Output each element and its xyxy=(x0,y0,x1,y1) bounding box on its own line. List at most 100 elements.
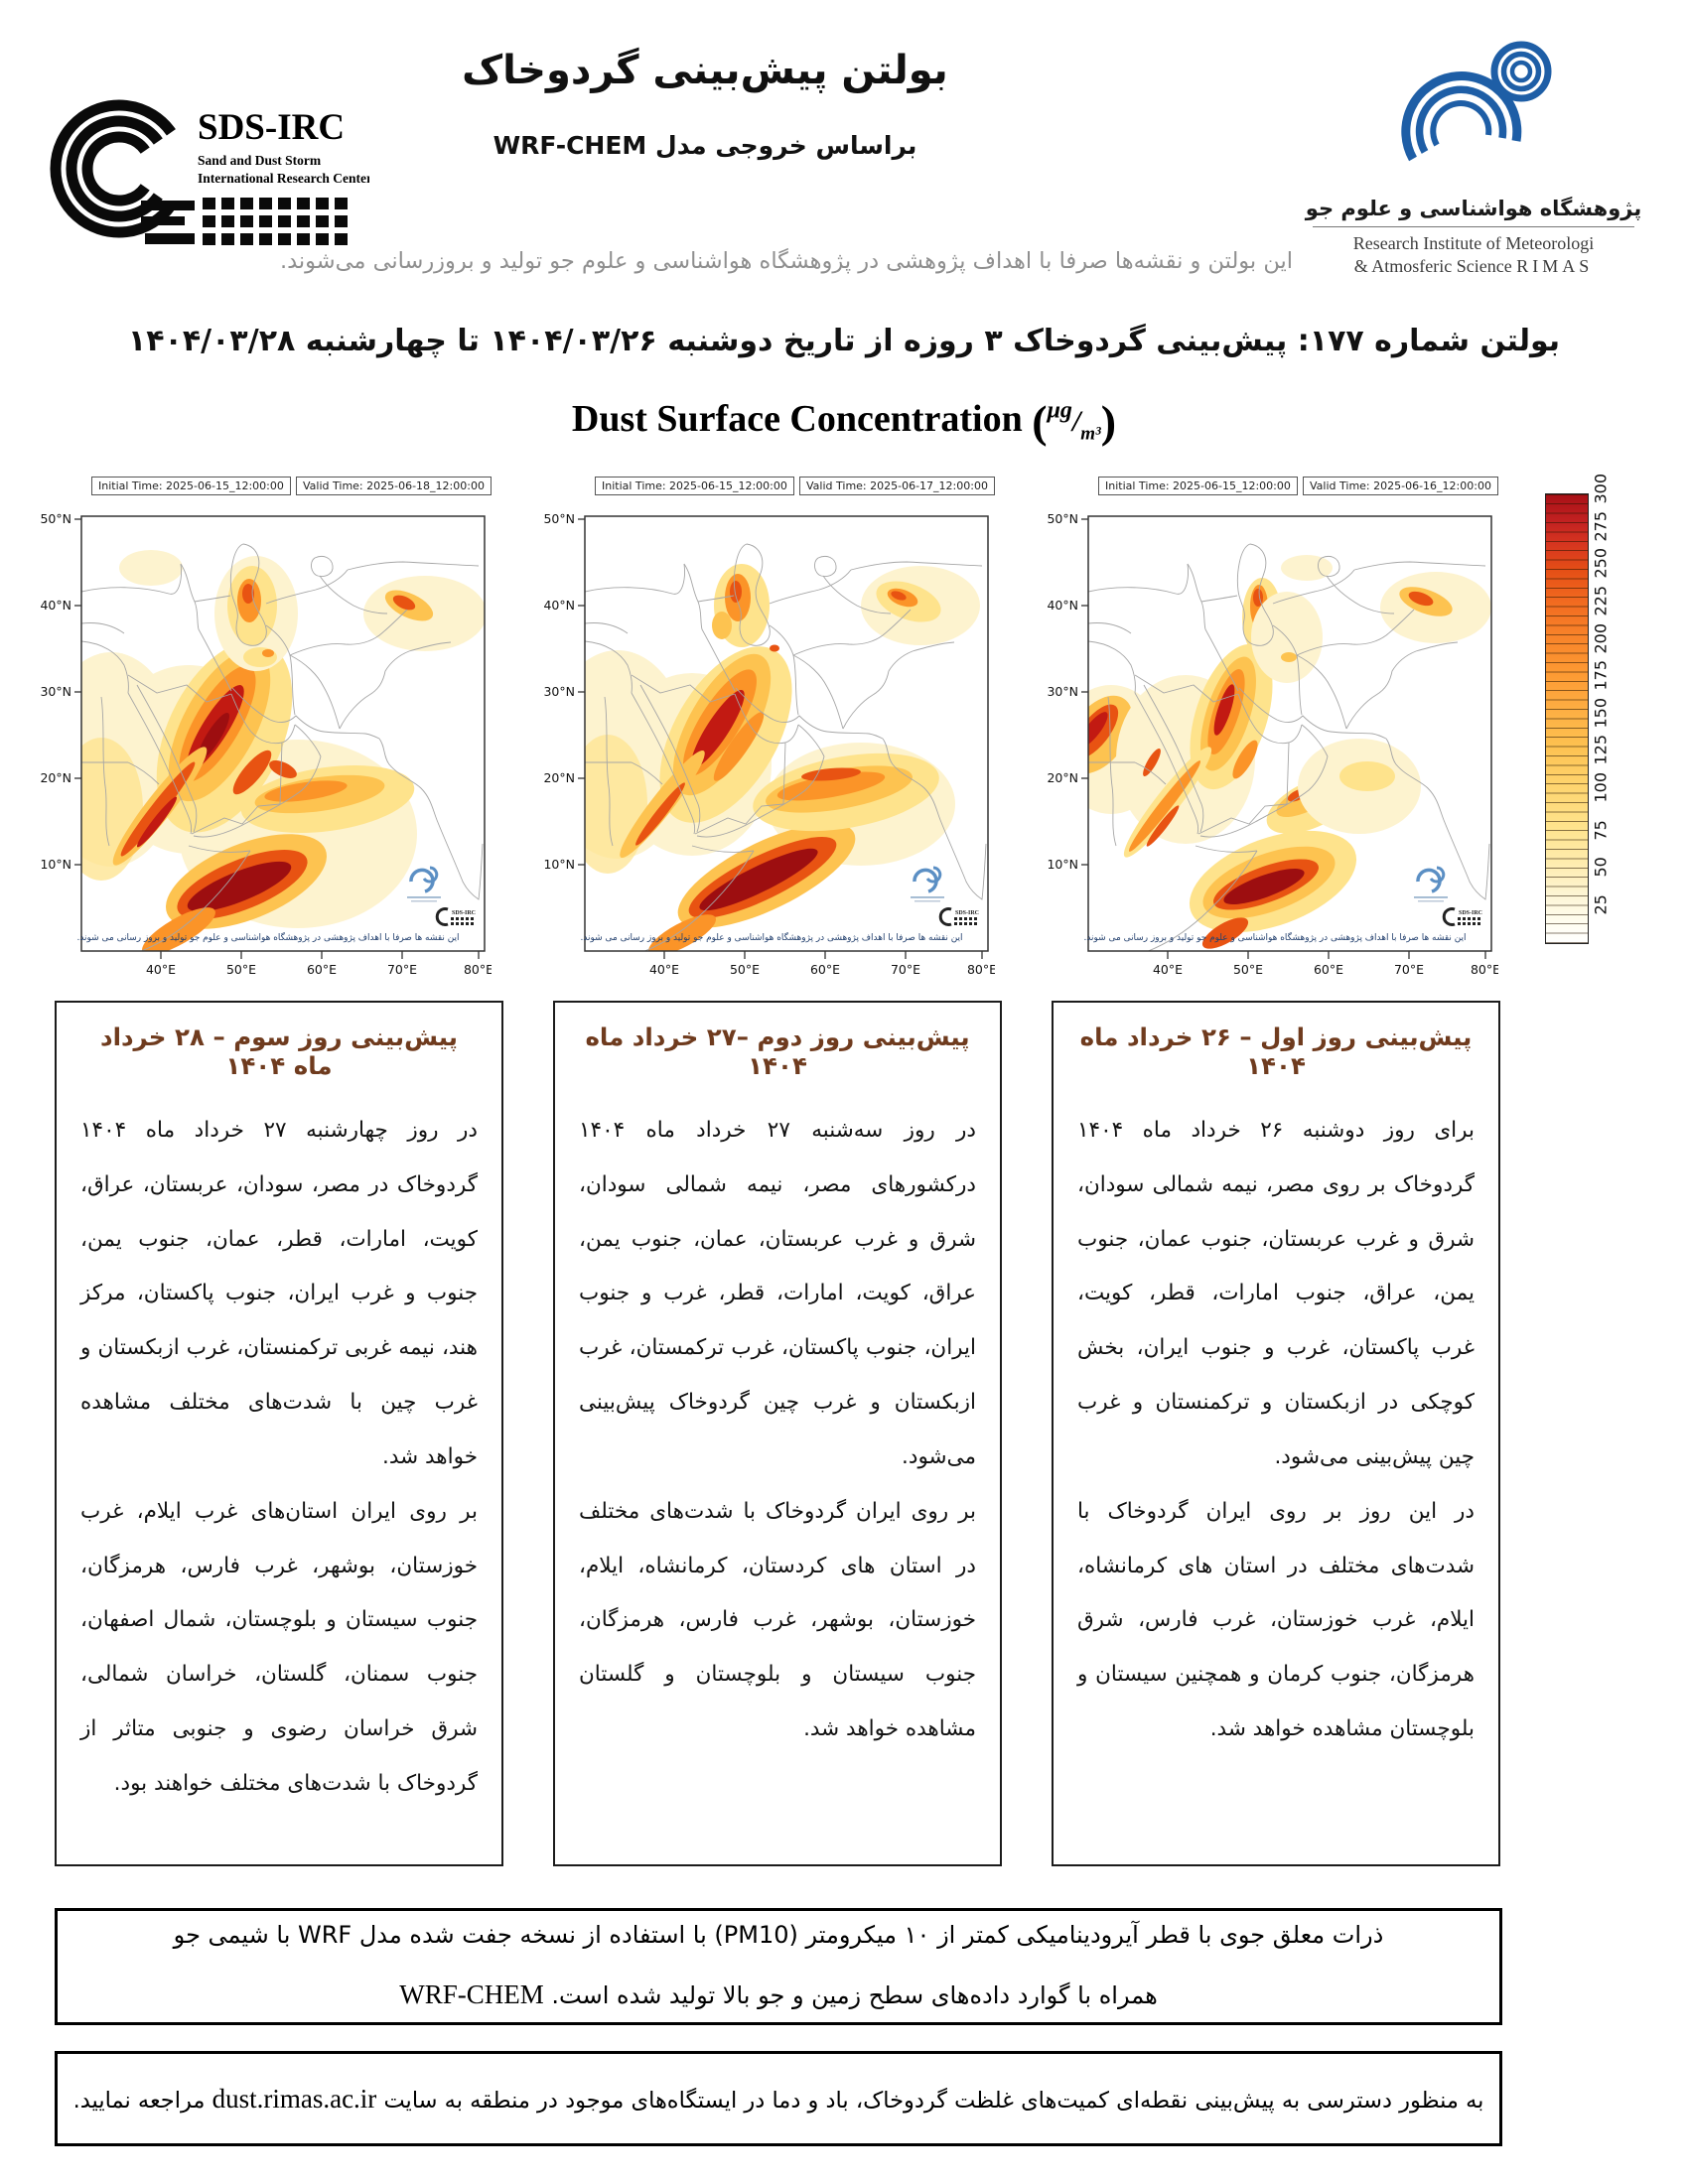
svg-text:10°N: 10°N xyxy=(40,857,71,872)
rimas-logo: پژوهشگاه هواشناسی و علوم جو Research Ins… xyxy=(1305,20,1642,277)
page-subtitle: براساس خروجی مدل WRF-CHEM xyxy=(492,131,917,160)
rimas-name-en: Research Institute of Meteorologi & Atmo… xyxy=(1305,232,1642,277)
sds-irc-dot-grid xyxy=(145,198,348,245)
map-time-labels: Initial Time: 2025-06-15_12:00:00 Valid … xyxy=(533,475,995,504)
dust-map-day1: Initial Time: 2025-06-15_12:00:00 Valid … xyxy=(1037,475,1498,981)
concentration-heading: Dust Surface Concentration (μg/m³) xyxy=(0,395,1688,448)
forecast-title-day2: پیش‌بینی روز دوم –۲۷ خرداد ماه ۱۴۰۴ xyxy=(585,1023,970,1080)
unit-denominator: m³ xyxy=(1080,423,1101,445)
forecast-paragraph: بر روی ایران گردوخاک با شدت‌های مختلف در… xyxy=(579,1498,976,1741)
colorbar-tick: 150 xyxy=(1591,697,1611,729)
colorbar-tick: 175 xyxy=(1591,659,1611,691)
forecast-paragraph: برای روز دوشنبه ۲۶ خرداد ماه ۱۴۰۴ گردوخا… xyxy=(1077,1118,1475,1469)
colorbar-tick: 25 xyxy=(1591,894,1611,915)
dust-map-svg-day2: 50°N 40°N 30°N 20°N 10°N 40°E 50°E 60°E … xyxy=(543,511,995,977)
forecast-box-day3: پیش‌بینی روز سوم – ۲۸ خرداد ماه ۱۴۰۴ در … xyxy=(55,1001,503,1866)
sds-irc-name-line1: Sand and Dust Storm xyxy=(198,153,322,168)
svg-text:50°N: 50°N xyxy=(543,511,575,526)
svg-text:60°E: 60°E xyxy=(810,962,840,977)
svg-text:40°E: 40°E xyxy=(649,962,679,977)
svg-text:50°E: 50°E xyxy=(730,962,760,977)
unit-paren-open: ( xyxy=(1032,396,1048,447)
svg-text:80°E: 80°E xyxy=(967,962,995,977)
forecast-paragraph: در این روز بر روی ایران گردوخاک با شدت‌ه… xyxy=(1077,1498,1475,1741)
svg-text:50°E: 50°E xyxy=(1233,962,1263,977)
svg-text:40°N: 40°N xyxy=(543,598,575,613)
lat-axis: 50°N 40°N 30°N 20°N 10°N xyxy=(40,511,81,872)
colorbar-tick: 125 xyxy=(1591,734,1611,765)
sds-irc-mini-icon xyxy=(1442,907,1484,927)
sds-irc-bars xyxy=(141,201,195,225)
map-time-labels: Initial Time: 2025-06-15_12:00:00 Valid … xyxy=(1037,475,1498,504)
sds-irc-logo-graphic: SDS-IRC Sand and Dust Storm Internationa… xyxy=(50,99,372,245)
initial-time-label: Initial Time: 2025-06-15_12:00:00 xyxy=(595,477,794,495)
rimas-en-acronym: RIMAS xyxy=(1516,255,1594,276)
svg-text:50°N: 50°N xyxy=(1047,511,1078,526)
site-note-box: به منظور دسترسی به پیش‌بینی نقطه‌ای کمیت… xyxy=(55,2051,1502,2146)
rimas-logo-graphic xyxy=(1401,41,1552,162)
svg-text:20°N: 20°N xyxy=(1047,770,1078,785)
sds-irc-acronym: SDS-IRC xyxy=(198,107,345,148)
svg-text:30°N: 30°N xyxy=(1047,684,1078,699)
svg-text:70°E: 70°E xyxy=(891,962,920,977)
svg-text:40°E: 40°E xyxy=(1153,962,1183,977)
forecast-paragraph: در روز چهارشنبه ۲۷ خرداد ماه ۱۴۰۴ گردوخا… xyxy=(80,1118,478,1469)
rimas-en-line2: & Atmosferic Science xyxy=(1353,255,1512,276)
sds-irc-mini-icon xyxy=(435,907,478,927)
initial-time-label: Initial Time: 2025-06-15_12:00:00 xyxy=(91,477,291,495)
forecast-body-day3: در روز چهارشنبه ۲۷ خرداد ماه ۱۴۰۴ گردوخا… xyxy=(80,1104,478,1812)
valid-time-label: Valid Time: 2025-06-18_12:00:00 xyxy=(296,477,492,495)
forecast-text-row: پیش‌بینی روز سوم – ۲۸ خرداد ماه ۱۴۰۴ در … xyxy=(55,1001,1500,1866)
valid-time-label: Valid Time: 2025-06-17_12:00:00 xyxy=(799,477,995,495)
dust-map-svg-day1: 50°N 40°N 30°N 20°N 10°N 40°E 50°E 60°E … xyxy=(1047,511,1498,977)
dust-map-day2: Initial Time: 2025-06-15_12:00:00 Valid … xyxy=(533,475,995,981)
sds-irc-arcs xyxy=(50,99,176,238)
forecast-box-day2: پیش‌بینی روز دوم –۲۷ خرداد ماه ۱۴۰۴ در ر… xyxy=(553,1001,1002,1866)
model-name: WRF-CHEM xyxy=(399,1979,544,2009)
colorbar-tick: 300 xyxy=(1591,473,1611,504)
lon-axis: 40°E 50°E 60°E 70°E 80°E xyxy=(1153,951,1498,977)
rimas-mini-icon xyxy=(405,866,443,904)
site-url-link[interactable]: dust.rimas.ac.ir xyxy=(211,2083,377,2114)
svg-text:30°N: 30°N xyxy=(40,684,71,699)
forecast-paragraph: در روز سه‌شنبه ۲۷ خرداد ماه ۱۴۰۴ درکشوره… xyxy=(579,1118,976,1469)
site-note-line: به منظور دسترسی به پیش‌بینی نقطه‌ای کمیت… xyxy=(73,2068,1484,2129)
colorbar-tick: 50 xyxy=(1591,857,1611,878)
rimas-swirl-icon xyxy=(1401,41,1552,162)
unit-paren-close: ) xyxy=(1100,396,1117,447)
svg-text:50°N: 50°N xyxy=(40,511,71,526)
colorbar-tick: 100 xyxy=(1591,771,1611,803)
dust-map-svg-day3: 50°N 40°N 30°N 20°N 10°N 40°E 50°E 60°E … xyxy=(40,511,492,977)
map-time-labels: Initial Time: 2025-06-15_12:00:00 Valid … xyxy=(30,475,492,504)
map-watermark: این نقشه ها صرفا با اهداف پژوهشی در پژوه… xyxy=(581,931,963,943)
unit-slash: / xyxy=(1071,405,1081,438)
colorbar-tick: 75 xyxy=(1591,820,1611,841)
lon-axis: 40°E 50°E 60°E 70°E 80°E xyxy=(146,951,492,977)
rimas-name-fa: پژوهشگاه هواشناسی و علوم جو xyxy=(1305,197,1642,220)
svg-text:60°E: 60°E xyxy=(307,962,337,977)
dust-concentration-layer xyxy=(585,564,980,951)
forecast-box-day1: پیش‌بینی روز اول – ۲۶ خرداد ماه ۱۴۰۴ برا… xyxy=(1052,1001,1500,1866)
svg-text:20°N: 20°N xyxy=(40,770,71,785)
forecast-maps-row: Initial Time: 2025-06-15_12:00:00 Valid … xyxy=(30,475,1498,981)
model-note-line1: ذرات معلق جوی با قطر آیرودینامیکی کمتر ا… xyxy=(173,1921,1384,1950)
svg-text:30°N: 30°N xyxy=(543,684,575,699)
forecast-title-day3: پیش‌بینی روز سوم – ۲۸ خرداد ماه ۱۴۰۴ xyxy=(100,1023,458,1080)
map-watermark: این نقشه ها صرفا با اهداف پژوهشی در پژوه… xyxy=(77,931,460,943)
rimas-mini-icon xyxy=(909,866,946,904)
concentration-heading-text: Dust Surface Concentration xyxy=(571,398,1023,440)
model-note-line2: همراه با گوارد داده‌های سطح زمین و جو با… xyxy=(58,1964,1499,2025)
rimas-divider xyxy=(1313,226,1634,227)
svg-text:40°N: 40°N xyxy=(40,598,71,613)
site-note-post: مراجعه نمایید. xyxy=(72,2087,206,2114)
svg-text:50°E: 50°E xyxy=(226,962,256,977)
svg-text:20°N: 20°N xyxy=(543,770,575,785)
site-note-pre: به منظور دسترسی به پیش‌بینی نقطه‌ای کمیت… xyxy=(383,2087,1484,2114)
colorbar: 25 50 75 100 125 150 175 200 225 250 275… xyxy=(1545,474,1654,950)
page-title: بولتن پیش‌بینی گردوخاک xyxy=(462,48,948,93)
forecast-body-day1: برای روز دوشنبه ۲۶ خرداد ماه ۱۴۰۴ گردوخا… xyxy=(1077,1104,1475,1757)
forecast-body-day2: در روز سه‌شنبه ۲۷ خرداد ماه ۱۴۰۴ درکشوره… xyxy=(579,1104,976,1757)
colorbar-tick: 275 xyxy=(1591,510,1611,542)
svg-text:40°E: 40°E xyxy=(146,962,176,977)
svg-text:80°E: 80°E xyxy=(464,962,492,977)
